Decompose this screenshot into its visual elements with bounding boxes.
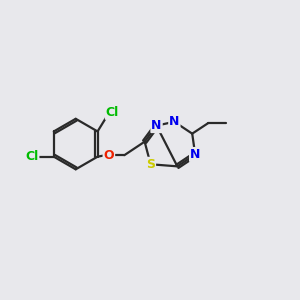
Text: N: N [169, 115, 180, 128]
Text: N: N [152, 119, 162, 132]
Text: S: S [146, 158, 155, 171]
Text: N: N [190, 148, 200, 161]
Text: O: O [103, 149, 114, 162]
Text: Cl: Cl [106, 106, 119, 119]
Text: Cl: Cl [25, 150, 38, 163]
